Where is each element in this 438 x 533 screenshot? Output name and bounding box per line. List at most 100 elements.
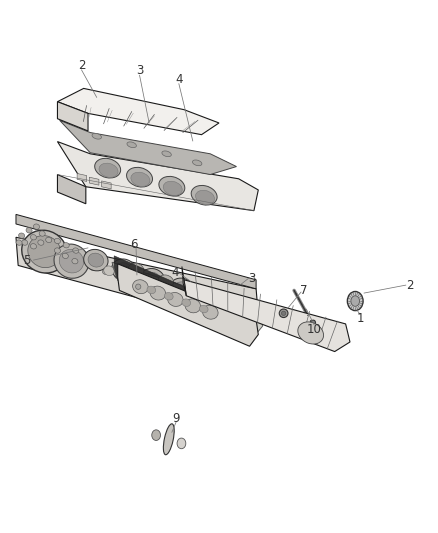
Ellipse shape xyxy=(112,259,136,280)
Ellipse shape xyxy=(18,233,25,238)
Ellipse shape xyxy=(199,305,208,313)
Polygon shape xyxy=(182,266,186,296)
Ellipse shape xyxy=(162,151,171,157)
Polygon shape xyxy=(102,181,111,189)
Ellipse shape xyxy=(127,278,133,283)
Ellipse shape xyxy=(88,253,104,267)
Polygon shape xyxy=(118,264,258,346)
Ellipse shape xyxy=(54,248,60,253)
Polygon shape xyxy=(77,173,87,181)
Text: 2: 2 xyxy=(406,279,414,292)
Polygon shape xyxy=(89,177,99,185)
Polygon shape xyxy=(57,174,86,204)
Polygon shape xyxy=(112,262,263,337)
Ellipse shape xyxy=(141,269,165,290)
Ellipse shape xyxy=(116,263,132,277)
Ellipse shape xyxy=(182,299,191,306)
Ellipse shape xyxy=(170,278,194,300)
Ellipse shape xyxy=(28,236,61,268)
Text: 4: 4 xyxy=(172,266,179,279)
Ellipse shape xyxy=(16,240,22,245)
Polygon shape xyxy=(60,120,237,174)
Text: 3: 3 xyxy=(136,64,143,77)
Ellipse shape xyxy=(152,430,160,440)
Ellipse shape xyxy=(196,302,202,308)
Ellipse shape xyxy=(191,185,217,205)
Ellipse shape xyxy=(115,273,121,279)
Ellipse shape xyxy=(63,243,69,248)
Ellipse shape xyxy=(147,286,155,294)
Ellipse shape xyxy=(159,176,185,196)
Ellipse shape xyxy=(185,298,191,304)
Polygon shape xyxy=(114,256,253,340)
Text: 3: 3 xyxy=(248,272,255,285)
Ellipse shape xyxy=(136,284,141,289)
Ellipse shape xyxy=(279,309,288,318)
Ellipse shape xyxy=(167,293,183,306)
Ellipse shape xyxy=(192,160,202,166)
Ellipse shape xyxy=(46,237,52,243)
Ellipse shape xyxy=(347,292,363,311)
Polygon shape xyxy=(57,88,219,135)
Polygon shape xyxy=(57,142,258,211)
Text: 10: 10 xyxy=(307,322,321,336)
Text: 1: 1 xyxy=(356,312,364,325)
Ellipse shape xyxy=(26,228,32,233)
Ellipse shape xyxy=(54,238,60,244)
Ellipse shape xyxy=(21,240,28,245)
Ellipse shape xyxy=(150,286,166,300)
Ellipse shape xyxy=(164,293,173,300)
Ellipse shape xyxy=(62,253,68,259)
Ellipse shape xyxy=(128,263,144,276)
Polygon shape xyxy=(16,214,256,289)
Polygon shape xyxy=(184,280,350,352)
Ellipse shape xyxy=(218,311,224,316)
Ellipse shape xyxy=(33,224,39,229)
Ellipse shape xyxy=(38,240,44,245)
Ellipse shape xyxy=(282,311,286,316)
Ellipse shape xyxy=(217,298,233,311)
Ellipse shape xyxy=(351,296,360,306)
Ellipse shape xyxy=(133,280,148,294)
Ellipse shape xyxy=(162,290,169,296)
Ellipse shape xyxy=(138,282,145,288)
Ellipse shape xyxy=(151,286,156,292)
Ellipse shape xyxy=(177,438,186,449)
Ellipse shape xyxy=(30,235,36,240)
Ellipse shape xyxy=(72,259,78,264)
Ellipse shape xyxy=(174,295,180,300)
Ellipse shape xyxy=(22,230,67,273)
Ellipse shape xyxy=(89,265,95,270)
Ellipse shape xyxy=(127,142,136,148)
Ellipse shape xyxy=(92,133,102,139)
Ellipse shape xyxy=(163,181,182,196)
Ellipse shape xyxy=(162,285,173,295)
Ellipse shape xyxy=(298,322,324,344)
Ellipse shape xyxy=(102,269,109,274)
Ellipse shape xyxy=(39,231,45,236)
Text: 4: 4 xyxy=(175,73,183,86)
Ellipse shape xyxy=(95,158,120,178)
Ellipse shape xyxy=(127,167,152,187)
Ellipse shape xyxy=(202,305,218,319)
Ellipse shape xyxy=(73,248,79,253)
Ellipse shape xyxy=(84,249,108,271)
Ellipse shape xyxy=(309,320,315,328)
Ellipse shape xyxy=(195,190,215,205)
Text: 9: 9 xyxy=(173,411,180,424)
Ellipse shape xyxy=(185,299,201,313)
Ellipse shape xyxy=(133,276,143,285)
Ellipse shape xyxy=(145,272,160,286)
Text: 5: 5 xyxy=(23,254,31,266)
Ellipse shape xyxy=(99,163,118,177)
Polygon shape xyxy=(57,102,88,131)
Ellipse shape xyxy=(163,424,174,455)
Ellipse shape xyxy=(133,281,144,292)
Text: 2: 2 xyxy=(78,59,85,72)
Ellipse shape xyxy=(174,282,190,296)
Ellipse shape xyxy=(207,306,213,312)
Ellipse shape xyxy=(59,249,84,273)
Ellipse shape xyxy=(187,287,203,300)
Ellipse shape xyxy=(30,244,36,249)
Text: 6: 6 xyxy=(130,238,138,251)
